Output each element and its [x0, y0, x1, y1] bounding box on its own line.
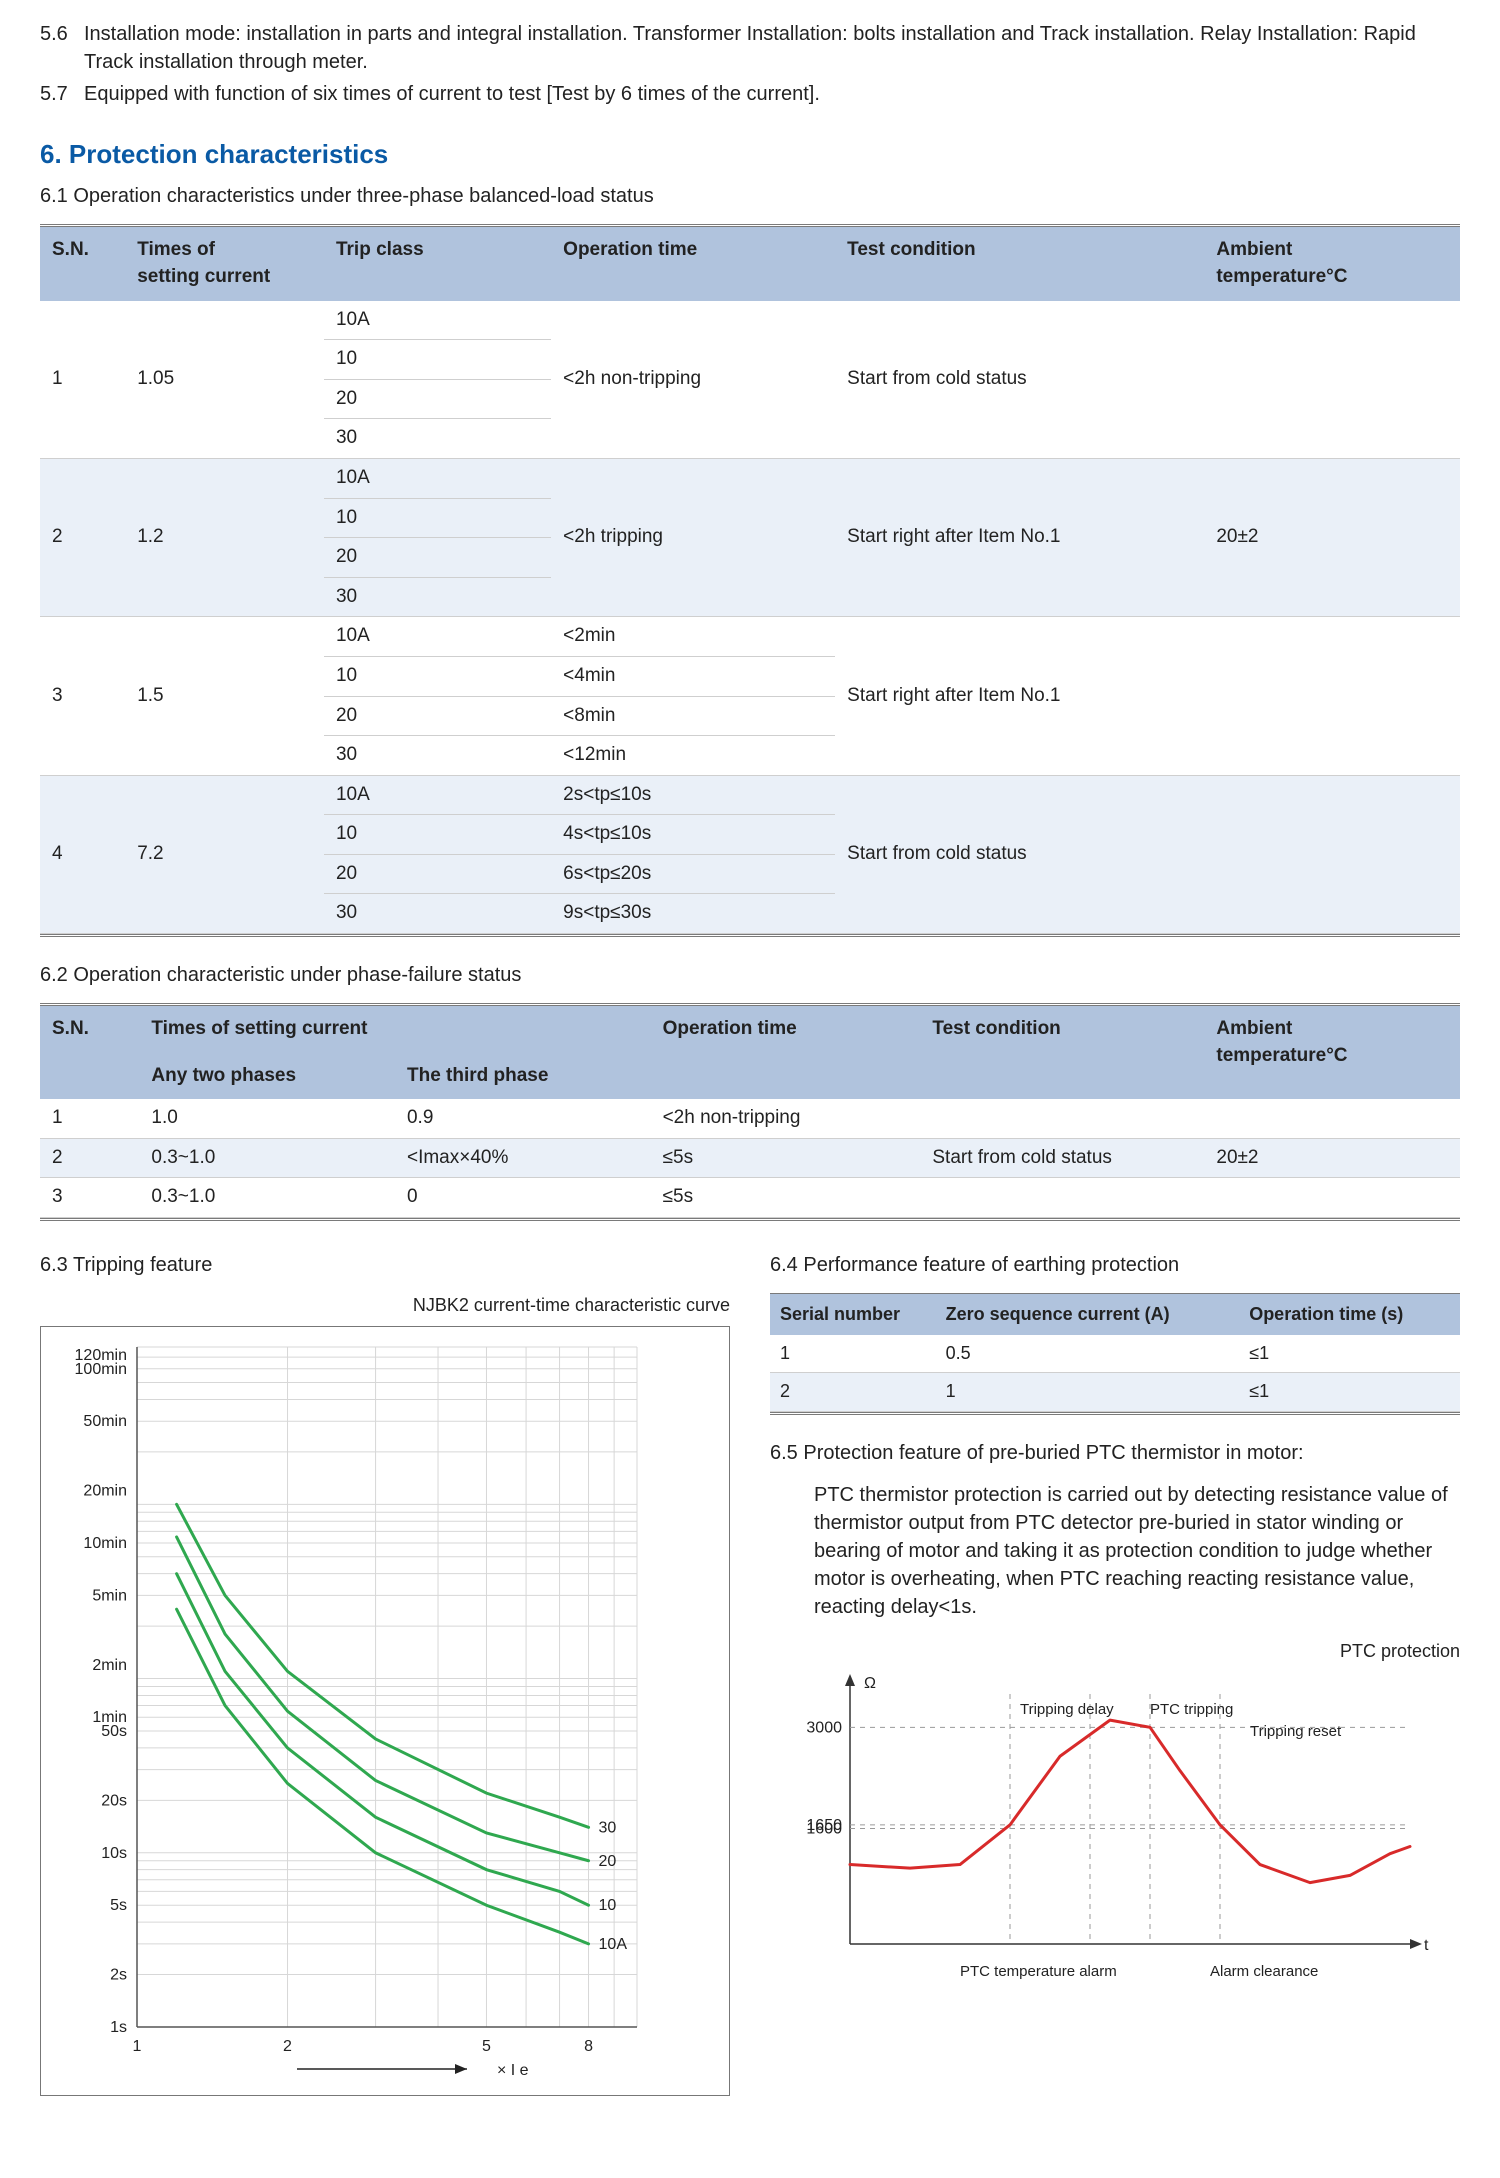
svg-text:× I e: × I e [497, 2062, 529, 2079]
svg-text:8: 8 [584, 2038, 593, 2055]
table-row: 10.5≤1 [770, 1335, 1460, 1373]
svg-text:10min: 10min [83, 1535, 127, 1552]
chart-63-title: NJBK2 current-time characteristic curve [40, 1293, 730, 1318]
svg-text:5s: 5s [110, 1897, 127, 1914]
section-6-5-title: 6.5 Protection feature of pre-buried PTC… [770, 1439, 1460, 1467]
chart-65-title: PTC protection [770, 1639, 1460, 1664]
svg-text:120min: 120min [75, 1347, 127, 1364]
svg-text:50min: 50min [83, 1413, 127, 1430]
svg-text:PTC temperature alarm: PTC temperature alarm [960, 1963, 1117, 1980]
svg-text:2: 2 [283, 2038, 292, 2055]
section-6-1-title: 6.1 Operation characteristics under thre… [40, 182, 1460, 210]
intro-item: 5.6Installation mode: installation in pa… [40, 20, 1460, 76]
intro-list: 5.6Installation mode: installation in pa… [40, 20, 1460, 108]
intro-item: 5.7Equipped with function of six times o… [40, 80, 1460, 108]
table-row: 47.210A2s<tp≤10sStart from cold status [40, 775, 1460, 815]
svg-text:1650: 1650 [806, 1817, 842, 1834]
svg-text:PTC tripping: PTC tripping [1150, 1701, 1233, 1718]
chart-65: Ωt160016503000Tripping delayPTC tripping… [770, 1664, 1460, 2002]
svg-text:30: 30 [599, 1820, 617, 1837]
svg-text:3000: 3000 [806, 1719, 842, 1736]
table-6-1: S.N.Times ofsetting currentTrip classOpe… [40, 224, 1460, 937]
table-6-2: S.N.Times of setting currentOperation ti… [40, 1003, 1460, 1221]
table-row: 30.3~1.00≤5s [40, 1178, 1460, 1218]
section-6-4-title: 6.4 Performance feature of earthing prot… [770, 1251, 1460, 1279]
section-6-title: 6. Protection characteristics [40, 136, 1460, 172]
table-row: 11.00.9<2h non-tripping [40, 1099, 1460, 1138]
svg-text:Tripping reset: Tripping reset [1250, 1723, 1342, 1740]
svg-text:1min: 1min [92, 1709, 127, 1726]
svg-text:Tripping delay: Tripping delay [1020, 1701, 1114, 1718]
section-6-2-title: 6.2 Operation characteristic under phase… [40, 961, 1460, 989]
svg-text:20min: 20min [83, 1483, 127, 1500]
svg-text:1s: 1s [110, 2019, 127, 2036]
table-row: 21.210A<2h trippingStart right after Ite… [40, 458, 1460, 498]
svg-text:Alarm clearance: Alarm clearance [1210, 1963, 1318, 1980]
table-row: 21≤1 [770, 1373, 1460, 1411]
svg-text:1: 1 [133, 2038, 142, 2055]
svg-text:10: 10 [599, 1897, 617, 1914]
svg-text:2s: 2s [110, 1967, 127, 1984]
table-6-4: Serial numberZero sequence current (A)Op… [770, 1293, 1460, 1415]
table-row: 31.510A<2minStart right after Item No.1 [40, 617, 1460, 657]
svg-text:20: 20 [599, 1853, 617, 1870]
svg-text:10s: 10s [101, 1845, 127, 1862]
table-row: 20.3~1.0<Imax×40%≤5sStart from cold stat… [40, 1138, 1460, 1178]
svg-text:Ω: Ω [864, 1675, 876, 1692]
section-6-3-title: 6.3 Tripping feature [40, 1251, 730, 1279]
table-row: 11.0510A<2h non-trippingStart from cold … [40, 301, 1460, 340]
chart-63: 1s2s5s10s20s50s1min2min5min10min20min50m… [40, 1326, 730, 2096]
svg-text:10A: 10A [599, 1936, 628, 1953]
svg-text:5: 5 [482, 2038, 491, 2055]
section-6-5-body: PTC thermistor protection is carried out… [770, 1481, 1460, 1621]
svg-text:5min: 5min [92, 1588, 127, 1605]
svg-text:20s: 20s [101, 1793, 127, 1810]
svg-text:2min: 2min [92, 1657, 127, 1674]
svg-text:t: t [1424, 1937, 1429, 1954]
